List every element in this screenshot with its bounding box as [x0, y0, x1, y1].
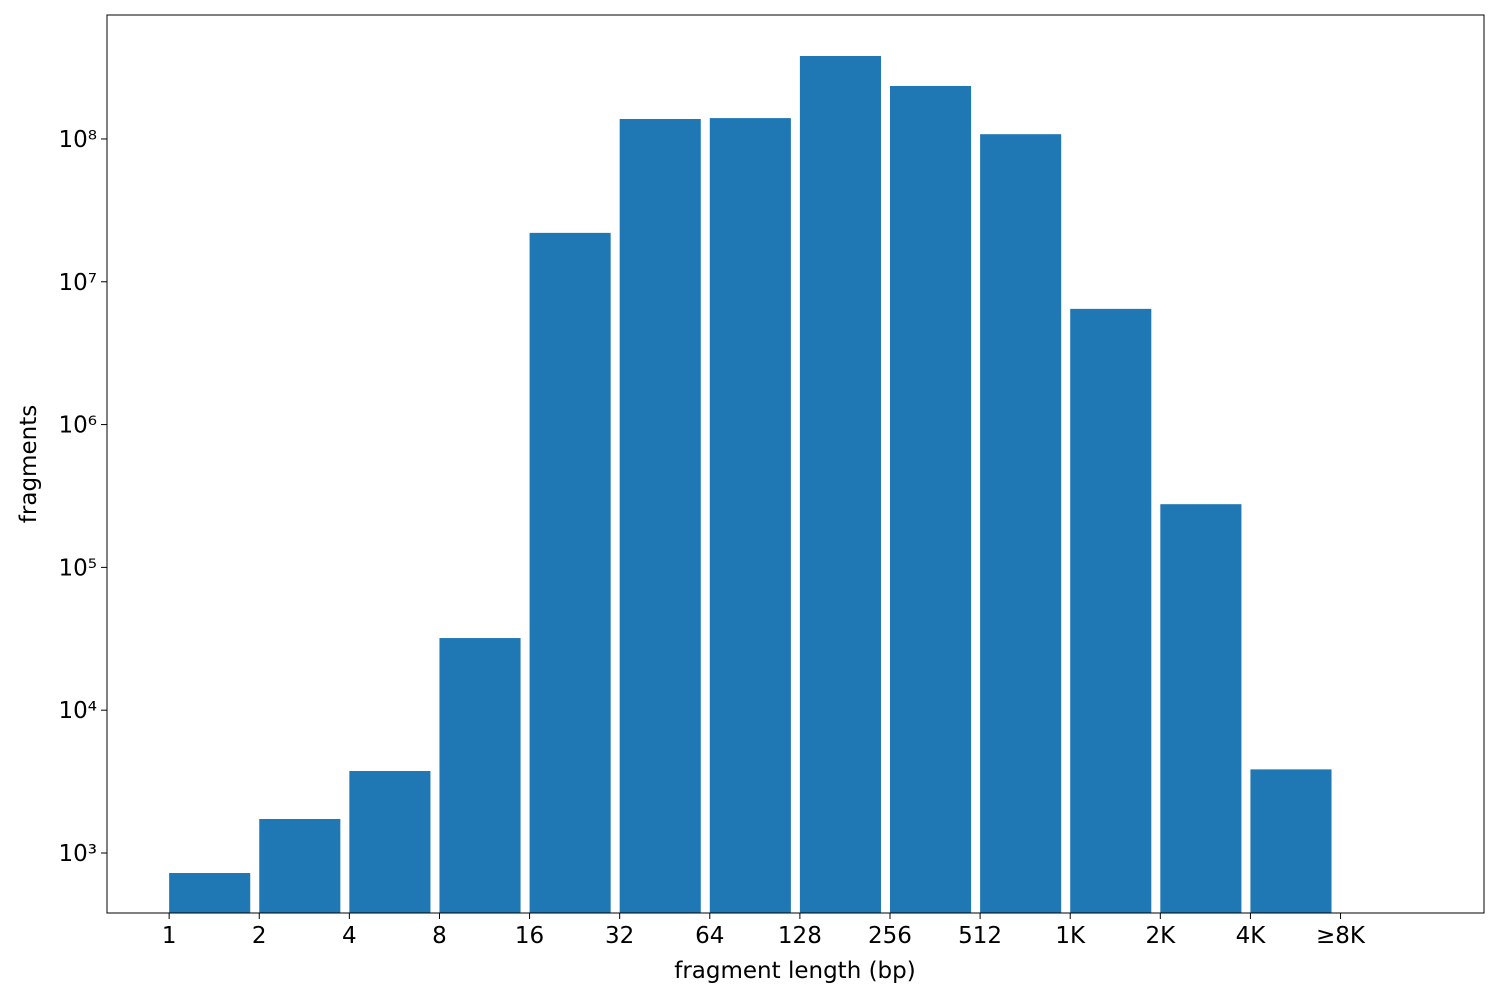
x-axis-label: fragment length (bp) — [674, 958, 915, 984]
x-tick-label: ≥8K — [1316, 923, 1366, 949]
x-tick-label: 32 — [605, 923, 634, 949]
x-tick-label: 2 — [252, 923, 267, 949]
y-tick-label: 10³ — [59, 841, 98, 867]
bar — [799, 56, 881, 913]
y-tick-label: 10⁴ — [59, 698, 98, 724]
x-tick-label: 4 — [342, 923, 357, 949]
y-tick-label: 10⁷ — [59, 270, 98, 296]
bar — [169, 873, 251, 913]
x-tick-label: 16 — [515, 923, 544, 949]
y-tick-label: 10⁸ — [59, 127, 98, 153]
x-tick-label: 1 — [162, 923, 177, 949]
bar — [439, 638, 521, 913]
bar — [529, 232, 611, 913]
x-tick-label: 2K — [1145, 923, 1176, 949]
x-tick-label: 64 — [695, 923, 724, 949]
x-tick-label: 1K — [1055, 923, 1086, 949]
plot-frame — [106, 14, 1485, 914]
bar — [349, 771, 431, 913]
y-tick-label: 10⁵ — [59, 555, 98, 581]
y-axis-label: fragments — [16, 405, 42, 523]
bar — [259, 818, 341, 913]
x-tick-label: 8 — [432, 923, 447, 949]
bar — [709, 118, 791, 914]
bar — [980, 134, 1062, 914]
bar — [1250, 769, 1332, 913]
bar — [1160, 504, 1242, 913]
bar — [889, 85, 972, 913]
x-tick-label: 128 — [778, 923, 822, 949]
bar — [619, 118, 701, 913]
x-tick-label: 512 — [958, 923, 1002, 949]
x-tick-label: 256 — [868, 923, 912, 949]
x-tick-label: 4K — [1236, 923, 1267, 949]
y-tick-label: 10⁶ — [59, 413, 98, 439]
bar — [1070, 308, 1152, 913]
